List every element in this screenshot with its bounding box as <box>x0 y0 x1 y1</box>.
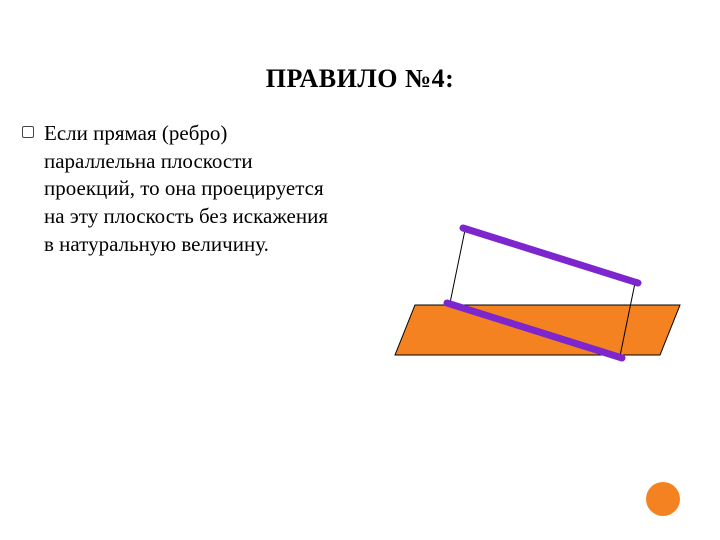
bullet-marker-icon <box>22 126 34 138</box>
edge-line-top <box>463 228 638 283</box>
projector-line-left <box>450 230 465 303</box>
slide: ПРАВИЛО №4: Если прямая (ребро) параллел… <box>0 0 720 540</box>
projection-figure <box>380 185 690 395</box>
figure-svg <box>380 185 690 395</box>
slide-title: ПРАВИЛО №4: <box>0 64 720 94</box>
bullet-text: Если прямая (ребро) параллельна плоскост… <box>44 120 342 259</box>
slide-number-dot-icon <box>646 482 680 516</box>
bullet-item: Если прямая (ребро) параллельна плоскост… <box>22 120 342 259</box>
